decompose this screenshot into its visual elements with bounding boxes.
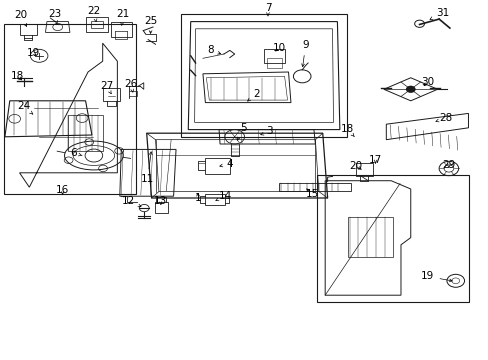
Bar: [355, 163, 372, 176]
Text: 16: 16: [56, 185, 69, 195]
Text: 12: 12: [121, 196, 141, 207]
Text: 13: 13: [153, 196, 167, 206]
Bar: [4, 24, 136, 194]
Text: 1: 1: [194, 193, 201, 203]
Bar: [181, 14, 346, 137]
Text: 20: 20: [14, 10, 27, 26]
Text: 8: 8: [206, 45, 220, 55]
Bar: [347, 217, 392, 257]
Bar: [264, 49, 284, 63]
Text: 28: 28: [435, 113, 452, 123]
Text: 10: 10: [273, 42, 285, 53]
Text: 20: 20: [349, 161, 362, 171]
Text: 19: 19: [26, 48, 40, 58]
Text: 18: 18: [10, 71, 24, 81]
Text: 6: 6: [70, 148, 82, 158]
Bar: [316, 175, 468, 302]
Bar: [102, 88, 120, 101]
Bar: [86, 17, 107, 32]
Text: 21: 21: [116, 9, 130, 25]
Text: 2: 2: [247, 89, 260, 101]
Text: 25: 25: [143, 16, 157, 33]
Text: 5: 5: [237, 123, 246, 140]
Text: 9: 9: [301, 40, 308, 67]
Text: 11: 11: [141, 152, 154, 184]
Bar: [266, 58, 282, 68]
Bar: [278, 183, 350, 191]
Text: 24: 24: [17, 101, 33, 114]
Text: 23: 23: [48, 9, 61, 24]
Bar: [110, 22, 132, 37]
Bar: [154, 202, 168, 213]
Text: 15: 15: [305, 189, 318, 199]
Text: 30: 30: [421, 77, 433, 87]
Text: 3: 3: [260, 126, 273, 136]
Bar: [205, 194, 224, 205]
Text: 4: 4: [220, 159, 233, 169]
Text: 17: 17: [368, 155, 382, 165]
Text: 26: 26: [124, 78, 138, 92]
Text: 7: 7: [264, 3, 271, 16]
Text: 29: 29: [441, 160, 455, 170]
Bar: [91, 21, 102, 28]
Text: 22: 22: [87, 6, 101, 22]
Text: 27: 27: [100, 81, 113, 94]
Text: 31: 31: [429, 8, 448, 19]
Circle shape: [405, 86, 415, 93]
Bar: [205, 158, 229, 174]
Bar: [20, 24, 37, 35]
Text: 18: 18: [340, 124, 354, 137]
Text: 14: 14: [215, 191, 232, 201]
Bar: [68, 115, 102, 151]
Text: 19: 19: [420, 271, 451, 282]
